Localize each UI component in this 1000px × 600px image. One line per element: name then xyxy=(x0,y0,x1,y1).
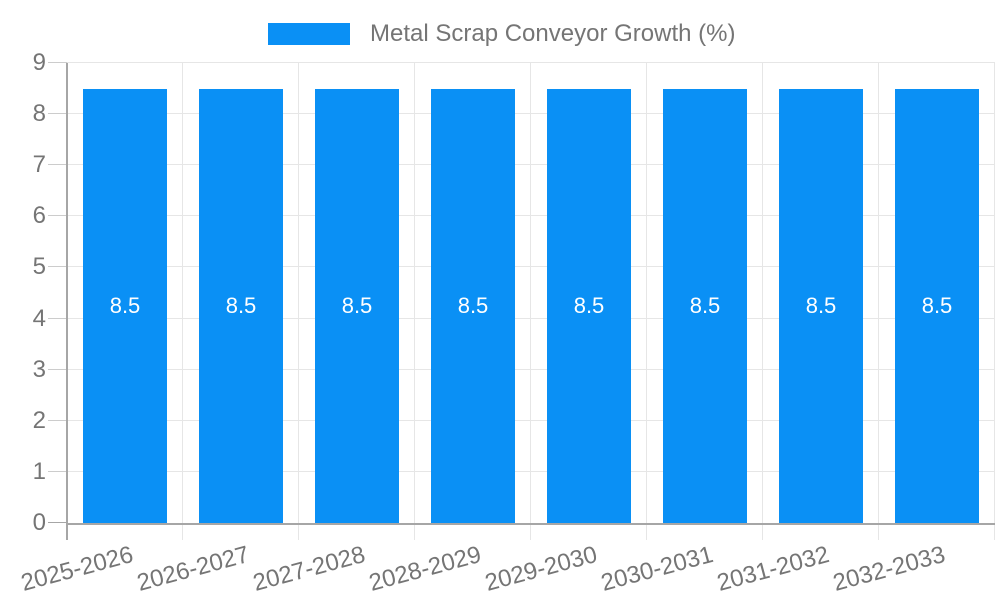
x-gridline xyxy=(994,63,995,540)
x-axis-tick-label: 2025-2026 xyxy=(18,540,137,597)
y-axis-tick-label: 2 xyxy=(32,406,46,434)
y-gridline xyxy=(67,368,995,370)
y-gridline xyxy=(67,113,995,115)
x-axis-line xyxy=(67,523,995,525)
y-tick xyxy=(48,62,67,63)
bar: 8.5 xyxy=(199,88,283,523)
x-gridline xyxy=(762,63,763,540)
x-axis-tick-label: 2029-2030 xyxy=(482,540,601,597)
y-gridline xyxy=(67,470,995,472)
y-gridline xyxy=(67,215,995,217)
y-gridline xyxy=(67,266,995,268)
y-axis-tick-label: 6 xyxy=(32,202,46,230)
x-axis-tick-label: 2032-2033 xyxy=(830,540,949,597)
bar-value-label: 8.5 xyxy=(457,292,489,318)
bar-value-label: 8.5 xyxy=(689,292,721,318)
x-gridline xyxy=(878,63,879,540)
x-gridline xyxy=(530,63,531,540)
bar: 8.5 xyxy=(431,88,515,523)
chart-legend: Metal Scrap Conveyor Growth (%) xyxy=(268,19,735,49)
bar: 8.5 xyxy=(83,88,167,523)
y-tick xyxy=(48,522,67,523)
y-tick xyxy=(48,317,67,319)
y-tick xyxy=(48,164,67,166)
bar-value-label: 8.5 xyxy=(573,292,605,318)
x-axis-tick-label: 2030-2031 xyxy=(598,540,717,597)
y-axis-tick-label: 7 xyxy=(32,151,46,179)
y-axis-tick-label: 4 xyxy=(32,304,46,332)
legend-label: Metal Scrap Conveyor Growth (%) xyxy=(370,20,736,47)
x-axis-tick-label: 2031-2032 xyxy=(714,540,833,597)
y-tick xyxy=(48,113,67,115)
bar: 8.5 xyxy=(663,88,747,523)
bar-value-label: 8.5 xyxy=(109,292,141,318)
bar: 8.5 xyxy=(547,88,631,523)
x-axis-tick-label: 2026-2027 xyxy=(134,540,253,597)
x-axis-tick-label: 2027-2028 xyxy=(250,540,369,597)
x-gridline xyxy=(182,63,183,540)
bar: 8.5 xyxy=(315,88,399,523)
legend-swatch xyxy=(268,23,350,45)
bar: 8.5 xyxy=(779,88,863,523)
y-tick xyxy=(48,215,67,217)
y-tick xyxy=(48,470,67,472)
y-axis-tick-label: 0 xyxy=(32,509,46,536)
bar-value-label: 8.5 xyxy=(921,292,953,318)
y-tick xyxy=(48,266,67,268)
y-axis-tick-label: 9 xyxy=(32,49,46,76)
y-axis-tick-label: 3 xyxy=(32,355,46,383)
y-gridline xyxy=(67,419,995,421)
y-axis-tick-label: 1 xyxy=(32,457,46,485)
x-gridline xyxy=(414,63,415,540)
y-gridline xyxy=(67,317,995,319)
bar-value-label: 8.5 xyxy=(225,292,257,318)
y-axis-line xyxy=(66,63,68,540)
bar-value-label: 8.5 xyxy=(341,292,373,318)
y-axis-tick-label: 8 xyxy=(32,100,46,128)
y-axis-tick-label: 5 xyxy=(32,253,46,281)
bar: 8.5 xyxy=(895,88,979,523)
x-gridline xyxy=(298,63,299,540)
y-gridline xyxy=(67,62,995,63)
y-gridline xyxy=(67,164,995,166)
x-gridline xyxy=(646,63,647,540)
x-axis-tick-label: 2028-2029 xyxy=(366,540,485,597)
y-tick xyxy=(48,368,67,370)
bar-value-label: 8.5 xyxy=(805,292,837,318)
y-tick xyxy=(48,419,67,421)
